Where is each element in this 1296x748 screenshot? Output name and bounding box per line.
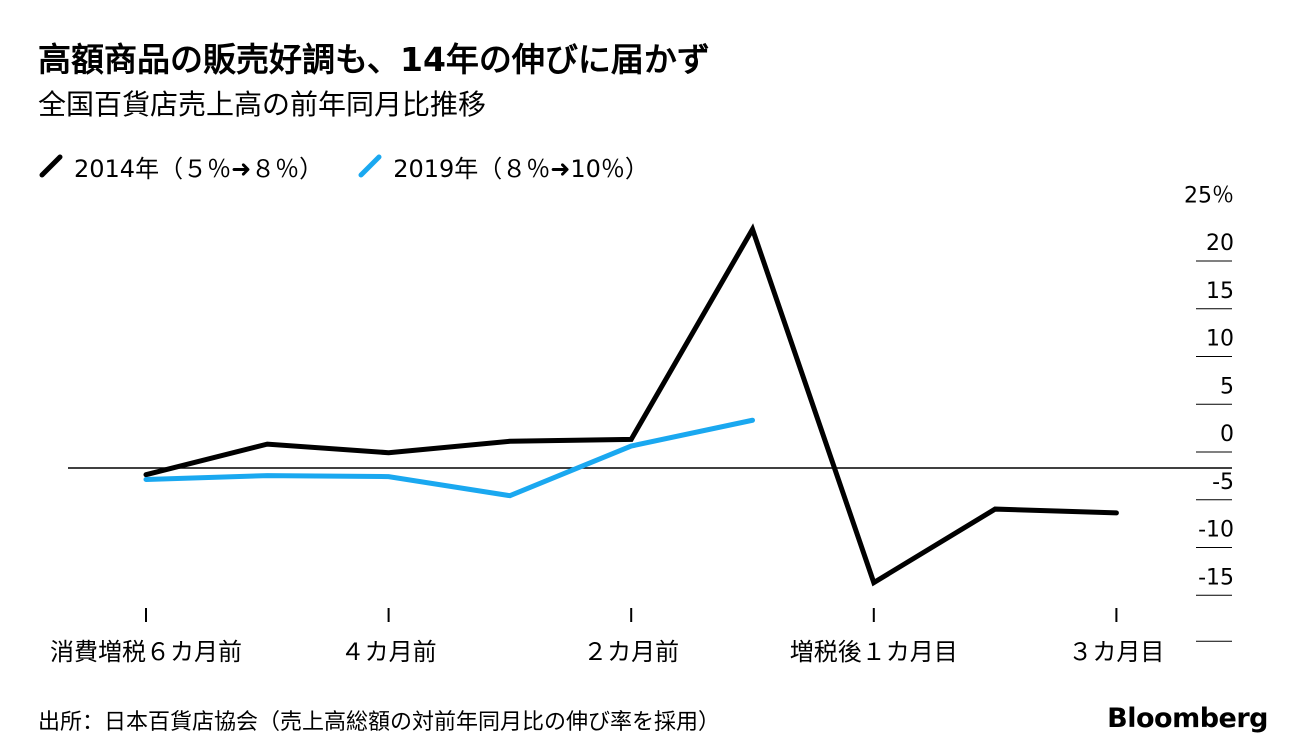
legend: 2014年（５％➜８％） 2019年（８％➜10％） — [38, 148, 683, 184]
legend-swatch-2019-icon — [358, 154, 382, 178]
y-tick-label: 20 — [1206, 231, 1234, 256]
legend-item-2019: 2019年（８％➜10％） — [357, 149, 649, 184]
legend-label-2019: 2019年（８％➜10％） — [393, 154, 649, 183]
y-tick-label: -5 — [1212, 470, 1234, 495]
chart-subtitle: 全国百貨店売上高の前年同月比推移 — [38, 88, 487, 121]
y-tick-label: -10 — [1198, 518, 1234, 543]
x-tick-label: ３カ月目 — [1068, 638, 1164, 666]
chart-title: 高額商品の販売好調も、14年の伸びに届かず — [38, 40, 710, 79]
y-tick-label: 15 — [1206, 279, 1234, 304]
bloomberg-logo: Bloomberg — [1107, 703, 1268, 734]
x-tick-label: 消費増税６カ月前 — [50, 638, 242, 666]
source-note: 出所：日本百貨店協会（売上高総額の対前年同月比の伸び率を採用） — [38, 710, 721, 735]
x-tick-label: ４カ月前 — [341, 638, 437, 666]
x-tick-label: 増税後１カ月目 — [790, 638, 958, 666]
legend-label-2014: 2014年（５％➜８％） — [74, 154, 324, 183]
y-tick-label: 0 — [1220, 422, 1234, 447]
x-tick-label: ２カ月前 — [583, 638, 679, 666]
y-tick-label: 5 — [1220, 374, 1234, 399]
y-tick-label: 25％ — [1184, 183, 1234, 208]
series-line-2019 — [143, 417, 755, 499]
y-tick-label: 10 — [1206, 327, 1234, 352]
legend-item-2014: 2014年（５％➜８％） — [38, 149, 323, 184]
series-line-2014 — [143, 223, 1119, 587]
legend-swatch-2014-icon — [39, 154, 63, 178]
y-tick-label: -15 — [1198, 565, 1234, 590]
